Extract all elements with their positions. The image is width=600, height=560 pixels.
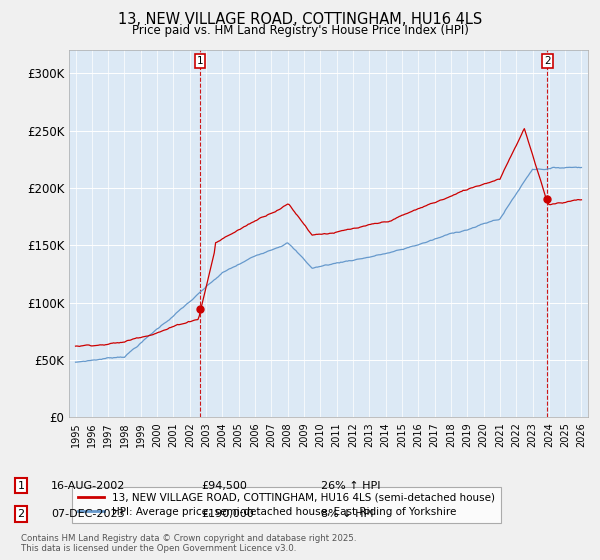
Text: 16-AUG-2002: 16-AUG-2002: [51, 480, 125, 491]
Text: Contains HM Land Registry data © Crown copyright and database right 2025.
This d: Contains HM Land Registry data © Crown c…: [21, 534, 356, 553]
Text: 1: 1: [17, 480, 25, 491]
Text: 1: 1: [197, 56, 203, 66]
Text: 2: 2: [544, 56, 551, 66]
Text: 26% ↑ HPI: 26% ↑ HPI: [321, 480, 380, 491]
Text: 8% ↓ HPI: 8% ↓ HPI: [321, 509, 373, 519]
Text: £190,000: £190,000: [201, 509, 254, 519]
Text: 07-DEC-2023: 07-DEC-2023: [51, 509, 125, 519]
Text: £94,500: £94,500: [201, 480, 247, 491]
Text: 2: 2: [17, 509, 25, 519]
Text: Price paid vs. HM Land Registry's House Price Index (HPI): Price paid vs. HM Land Registry's House …: [131, 24, 469, 36]
Legend: 13, NEW VILLAGE ROAD, COTTINGHAM, HU16 4LS (semi-detached house), HPI: Average p: 13, NEW VILLAGE ROAD, COTTINGHAM, HU16 4…: [71, 487, 502, 523]
Text: 13, NEW VILLAGE ROAD, COTTINGHAM, HU16 4LS: 13, NEW VILLAGE ROAD, COTTINGHAM, HU16 4…: [118, 12, 482, 27]
